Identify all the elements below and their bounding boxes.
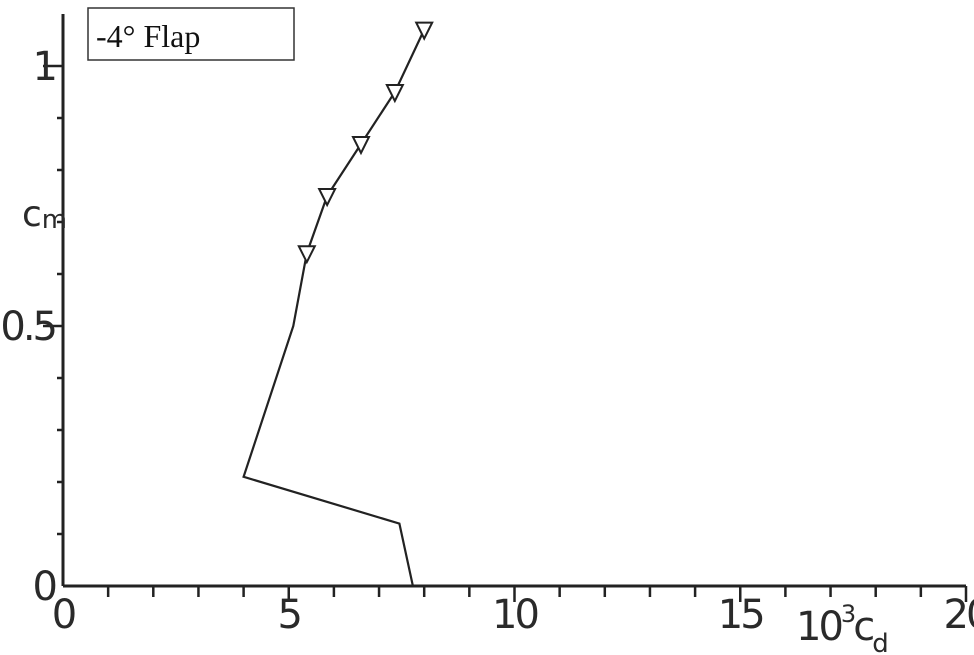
x-axis-label-subscript: d xyxy=(872,629,887,655)
data-point-marker xyxy=(351,136,371,156)
x-tick-label: 5 xyxy=(278,592,300,638)
y-axis-label-subscript: m xyxy=(42,205,67,235)
data-point-marker xyxy=(297,245,317,265)
legend: -4° Flap xyxy=(87,7,295,61)
x-tick-label: 15 xyxy=(718,592,763,638)
series xyxy=(242,21,434,587)
y-axis-label: cm xyxy=(22,194,67,235)
data-point-marker xyxy=(317,188,337,208)
svg-text:103cd: 103cd xyxy=(796,600,887,655)
y-tick-label: 1 xyxy=(33,44,55,90)
x-tick-label: 10 xyxy=(492,592,537,638)
data-point-marker xyxy=(385,84,405,104)
data-point-marker xyxy=(414,21,434,41)
y-axis-label-symbol: c xyxy=(22,194,42,235)
legend-box xyxy=(87,7,295,61)
x-axis-label-symbol: c xyxy=(853,604,873,650)
x-axis-label: 103cd xyxy=(796,600,890,655)
x-axis-label-prefix: 10 xyxy=(796,604,841,650)
ticks xyxy=(43,64,968,602)
x-tick-label: 0 xyxy=(52,592,75,638)
y-tick-label: 0 xyxy=(33,564,56,610)
series-line xyxy=(242,29,426,587)
x-tick-label: 20 xyxy=(944,592,974,638)
legend-label: -4° Flap xyxy=(96,18,200,54)
axes xyxy=(61,14,966,588)
tick-labels: 0 5 10 15 20 0 0.5 1 xyxy=(0,44,974,638)
y-tick-label: 0.5 xyxy=(0,304,55,350)
svg-text:cm: cm xyxy=(22,194,67,235)
